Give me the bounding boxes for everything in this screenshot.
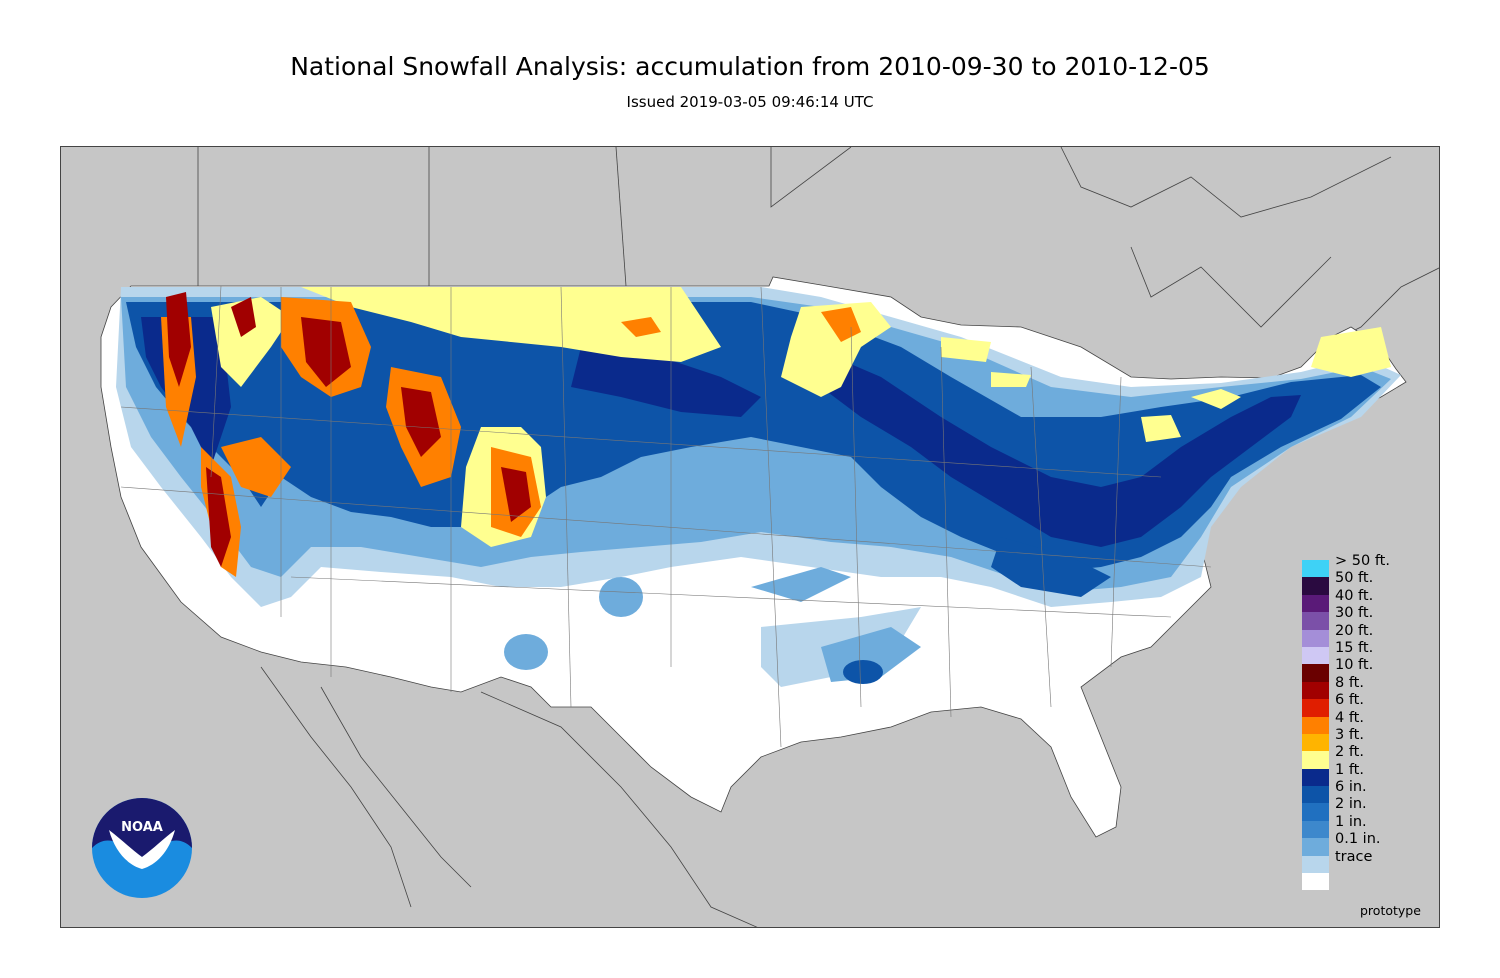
legend-swatch: [1302, 786, 1329, 804]
legend-label: 30 ft.: [1335, 605, 1374, 622]
legend-label: 15 ft.: [1335, 639, 1374, 656]
noaa-logo-text: NOAA: [121, 820, 163, 835]
legend-label: 1 ft.: [1335, 761, 1364, 778]
legend-swatch: [1302, 733, 1329, 752]
legend-swatch: [1302, 820, 1329, 839]
legend-label: > 50 ft.: [1335, 553, 1390, 569]
legend-swatch: [1302, 873, 1329, 891]
legend-swatch: [1302, 646, 1329, 665]
legend-swatch: [1302, 612, 1329, 630]
legend-swatch: [1302, 699, 1329, 717]
legend-label: 6 ft.: [1335, 692, 1364, 709]
legend-label: trace: [1335, 848, 1373, 865]
legend-label: 20 ft.: [1335, 622, 1374, 639]
snowfall-map[interactable]: NOAA: [60, 146, 1440, 928]
legend-label: 0.1 in.: [1335, 831, 1381, 848]
legend-swatch: [1302, 803, 1329, 821]
legend-label: 2 in.: [1335, 796, 1367, 813]
legend-label: 1 in.: [1335, 813, 1367, 830]
prototype-label: prototype: [1360, 903, 1421, 918]
legend-swatch: [1302, 577, 1329, 595]
legend-label: 2 ft.: [1335, 744, 1364, 761]
legend-swatch: [1302, 594, 1329, 613]
issued-timestamp: Issued 2019-03-05 09:46:14 UTC: [626, 93, 874, 111]
legend-label: 8 ft.: [1335, 674, 1364, 691]
legend-label: 4 ft.: [1335, 709, 1364, 726]
noaa-logo: NOAA: [92, 798, 192, 898]
legend-swatch: [1302, 560, 1329, 578]
legend-label: 50 ft.: [1335, 570, 1374, 587]
legend-swatch: [1302, 629, 1329, 647]
legend-swatch: [1302, 681, 1329, 700]
legend-swatch: [1302, 855, 1329, 874]
map-canvas: [100, 147, 1439, 927]
legend-swatch: [1302, 768, 1329, 787]
legend-label: 3 ft.: [1335, 726, 1364, 743]
legend-swatch: [1302, 838, 1329, 856]
legend-swatch: [1302, 716, 1329, 734]
legend-label: 10 ft.: [1335, 657, 1374, 674]
legend-swatch: [1302, 664, 1329, 682]
legend-label: 6 in.: [1335, 779, 1367, 796]
legend-swatch: [1302, 751, 1329, 769]
country-borders: [197, 147, 1439, 927]
legend-label: 40 ft.: [1335, 587, 1374, 604]
map-title: National Snowfall Analysis: accumulation…: [290, 52, 1210, 81]
state-borders: [120, 285, 1212, 748]
snow-8ft-layer: [166, 292, 531, 567]
